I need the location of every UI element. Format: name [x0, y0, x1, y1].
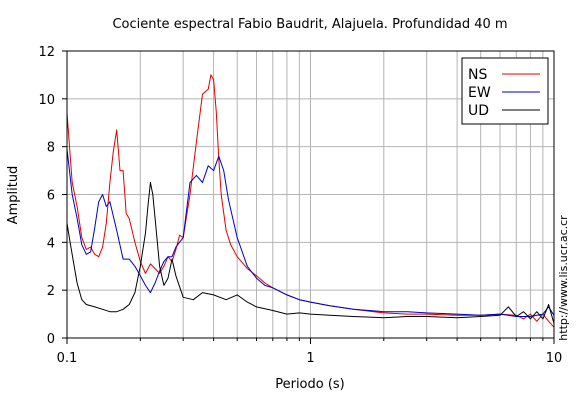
y-tick-label: 0: [47, 332, 55, 347]
legend-label-ew: EW: [468, 85, 491, 101]
plot-area-frame: [66, 50, 555, 339]
legend: NS EW UD: [461, 57, 549, 125]
series-layer: [66, 74, 555, 328]
y-tick-label: 10: [38, 93, 55, 108]
x-axis-title: Periodo (s): [275, 377, 345, 392]
legend-label-ud: UD: [468, 103, 489, 119]
x-axis-ticks: 0.1 1 10: [57, 338, 563, 366]
y-tick-label: 4: [47, 236, 55, 251]
y-tick-label: 12: [38, 45, 55, 60]
y-tick-label: 6: [47, 189, 55, 204]
chart-title: Cociente espectral Fabio Baudrit, Alajue…: [112, 17, 507, 32]
x-tick-label: 0.1: [57, 351, 78, 366]
credit-url: http://www.lis.ucr.ac.cr: [557, 215, 570, 341]
series-line-ew: [66, 149, 555, 317]
y-axis-ticks: 0 2 4 6 8 10 12: [38, 45, 67, 347]
y-tick-label: 8: [47, 141, 55, 156]
y-axis-title: Amplitud: [6, 166, 21, 225]
series-line-ud: [66, 182, 555, 324]
series-line-ns: [66, 74, 555, 328]
legend-label-ns: NS: [468, 67, 487, 83]
y-tick-label: 2: [47, 284, 55, 299]
x-tick-label: 10: [546, 351, 563, 366]
x-tick-label: 1: [306, 351, 314, 366]
legend-box: [461, 57, 549, 125]
